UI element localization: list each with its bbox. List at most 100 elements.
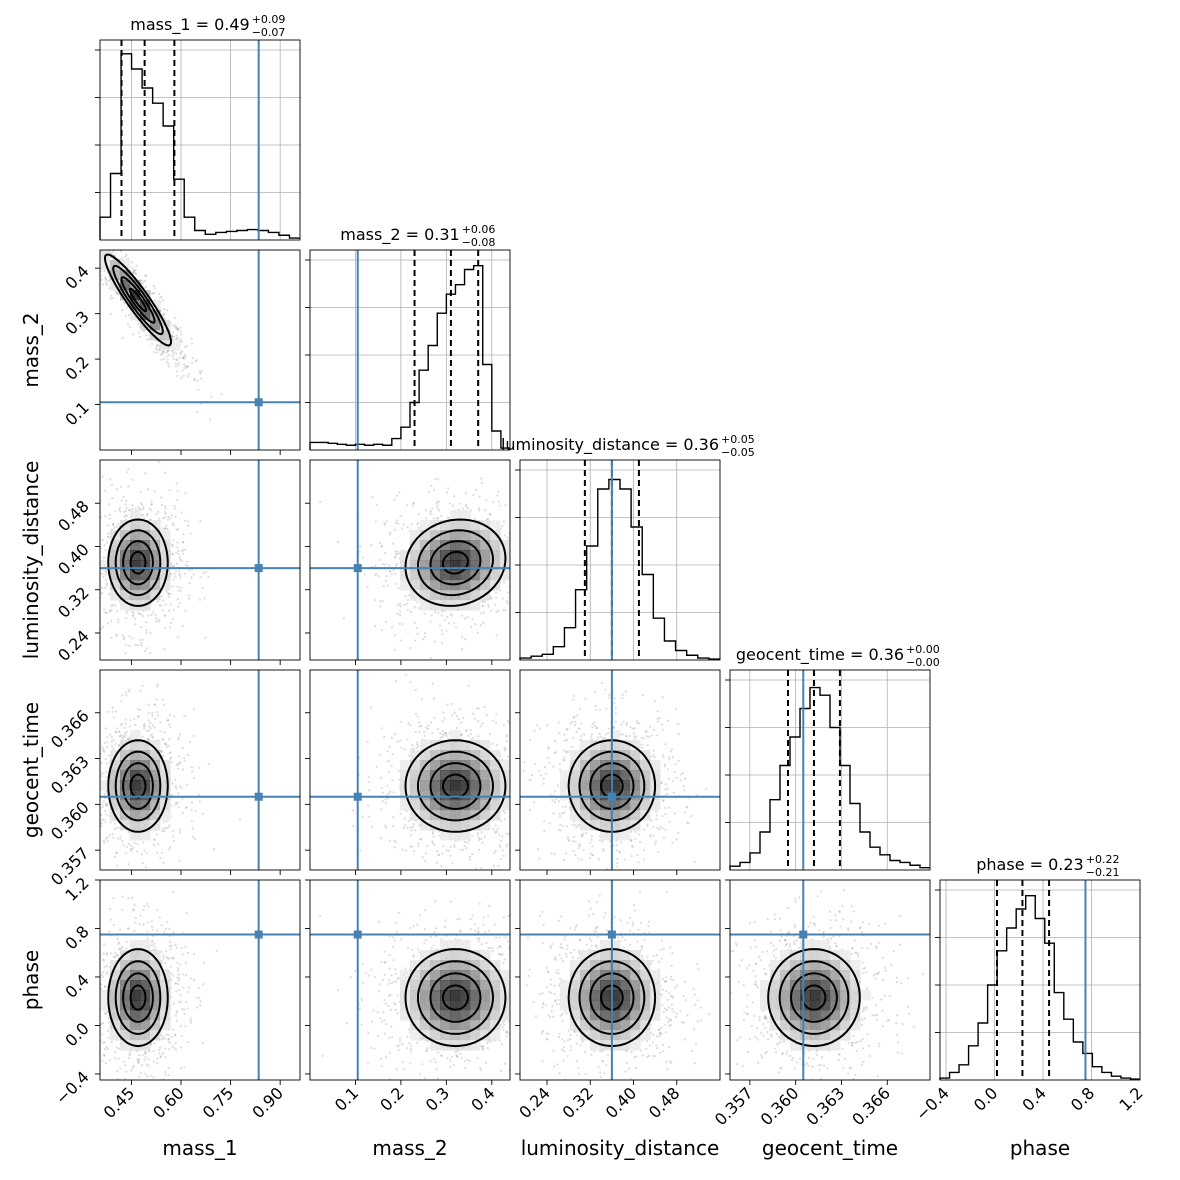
sample-point [508, 721, 510, 724]
sample-point [502, 520, 506, 523]
sample-point [167, 826, 170, 829]
sample-point [169, 757, 172, 760]
sample-point [506, 536, 509, 539]
sample-point [483, 705, 486, 709]
sample-point [506, 601, 509, 605]
sample-point [404, 595, 407, 598]
sample-point [408, 594, 411, 597]
sample-point [470, 625, 473, 629]
sample-point [175, 569, 178, 572]
sample-point [483, 835, 486, 838]
sample-point [173, 335, 176, 338]
sample-point [139, 491, 142, 494]
sample-point [525, 555, 527, 557]
sample-point [163, 516, 166, 519]
density-cell [470, 780, 481, 791]
sample-point [127, 257, 130, 260]
sample-point [400, 746, 403, 749]
sample-point [100, 627, 103, 630]
density-cell [130, 740, 141, 751]
sample-point [392, 542, 395, 545]
sample-point [512, 506, 514, 508]
sample-point [153, 287, 157, 290]
sample-point [499, 846, 502, 849]
sample-point [122, 735, 126, 739]
sample-point [505, 735, 508, 738]
density-cell [130, 540, 141, 551]
sample-point [68, 196, 70, 198]
sample-point [114, 604, 117, 607]
density-cell [440, 750, 451, 761]
sample-point [417, 842, 420, 845]
density-cell [150, 740, 161, 751]
sample-point [141, 614, 144, 617]
sample-point [388, 564, 391, 567]
sample-point [105, 281, 108, 285]
sample-point [436, 507, 439, 510]
sample-point [380, 808, 383, 811]
sample-point [92, 226, 94, 228]
panel-mass_2-vs-luminosity_distance [305, 437, 559, 665]
sample-point [399, 605, 402, 608]
hist-panel-geocent_time [725, 669, 931, 871]
density-cell [460, 740, 471, 751]
density-cell [400, 800, 411, 811]
sample-point [178, 572, 181, 575]
sample-point [433, 843, 436, 846]
density-cell [140, 580, 151, 591]
sample-point [510, 554, 512, 556]
sample-point [97, 243, 99, 245]
sample-point [402, 523, 405, 526]
sample-point [112, 523, 115, 526]
sample-point [550, 518, 552, 520]
density-cell [150, 520, 161, 531]
density-cell [410, 570, 421, 581]
sample-point [457, 909, 459, 911]
sample-point [96, 232, 98, 234]
sample-point [557, 573, 559, 575]
sample-point [151, 292, 155, 295]
density-cell [470, 740, 481, 751]
sample-point [469, 437, 471, 439]
sample-point [185, 560, 189, 563]
sample-point [394, 550, 397, 553]
sample-point [444, 732, 447, 735]
sample-point [378, 541, 382, 545]
density-cell [460, 590, 471, 601]
sample-point [374, 574, 377, 577]
sample-point [410, 845, 413, 848]
sample-point [181, 747, 184, 750]
sample-point [173, 840, 176, 843]
density-cell [160, 530, 171, 541]
contour-line [120, 276, 156, 324]
sample-point [150, 292, 153, 295]
sample-point [127, 888, 129, 890]
sample-point [542, 570, 544, 572]
sample-point [104, 515, 107, 518]
sample-point [160, 503, 163, 507]
density-cell [140, 750, 151, 761]
sample-point [480, 481, 484, 485]
density-cell [120, 820, 131, 831]
sample-point [181, 550, 184, 553]
sample-point [175, 551, 178, 554]
density-cell [440, 740, 451, 751]
density-cell [420, 780, 431, 791]
sample-point [186, 365, 190, 368]
sample-point [168, 751, 171, 755]
sample-point [177, 767, 180, 770]
sample-point [140, 853, 143, 856]
sample-point [430, 513, 433, 516]
sample-point [429, 656, 433, 659]
sample-point [374, 564, 377, 567]
sample-point [204, 636, 207, 639]
sample-point [370, 706, 373, 709]
density-cell [410, 770, 421, 781]
sample-point [443, 619, 447, 622]
sample-point [390, 874, 392, 876]
sample-point [513, 563, 515, 565]
sample-point [550, 551, 552, 553]
sample-point [402, 827, 405, 830]
sample-point [431, 507, 434, 510]
sample-point [465, 505, 468, 508]
